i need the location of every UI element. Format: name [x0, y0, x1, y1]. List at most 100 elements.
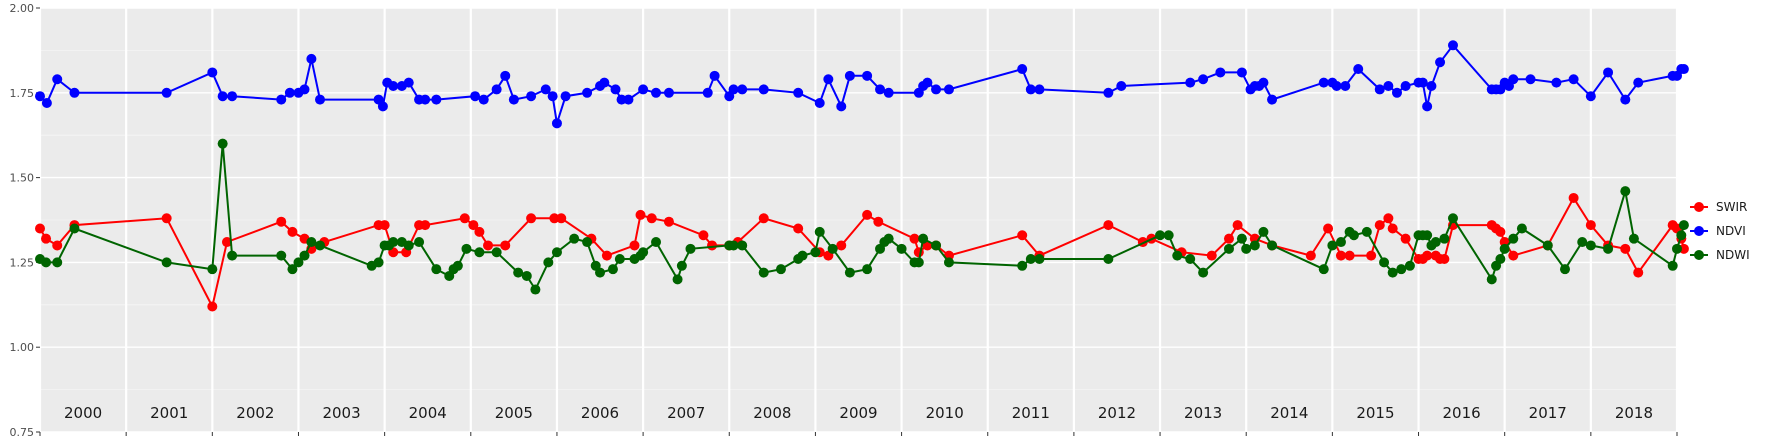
swir-point: [663, 216, 674, 227]
ndwi-point: [638, 247, 649, 258]
swir-point: [549, 213, 560, 224]
ndvi-point: [388, 81, 399, 92]
swir-point: [635, 209, 646, 220]
ndwi-point: [1258, 226, 1269, 237]
swir-point: [287, 226, 298, 237]
ndwi-point: [896, 243, 907, 254]
ndwi-point: [595, 267, 606, 278]
swir-point: [459, 213, 470, 224]
ndvi-point: [1215, 67, 1226, 78]
ndwi-point: [1508, 233, 1519, 244]
year-label: 2006: [581, 404, 619, 422]
year-label: 2003: [322, 404, 360, 422]
year-label: 2014: [1270, 404, 1308, 422]
year-label: 2008: [753, 404, 791, 422]
swir-point: [707, 240, 718, 251]
y-tick-label: 1.50: [10, 172, 35, 185]
ndwi-point: [913, 257, 924, 268]
ndwi-point: [607, 264, 618, 275]
ndvi-point: [1103, 87, 1114, 98]
ndwi-point: [1163, 230, 1174, 241]
ndvi-point: [1568, 74, 1579, 85]
ndwi-point: [1495, 254, 1506, 265]
ndvi-point: [862, 70, 873, 81]
ndwi-point: [41, 257, 52, 268]
ndvi-point: [638, 84, 649, 95]
swir-point: [1232, 220, 1243, 231]
ndwi-point: [1335, 237, 1346, 248]
ndwi-point: [1387, 267, 1398, 278]
ndvi-point: [1426, 81, 1437, 92]
swir-point: [1568, 192, 1579, 203]
ndwi-point: [676, 260, 687, 271]
ndwi-point: [1103, 254, 1114, 265]
ndwi-point: [452, 260, 463, 271]
ndvi-point: [69, 87, 80, 98]
ndwi-point: [299, 250, 310, 261]
y-tick-label: 1.25: [10, 256, 35, 269]
ndwi-point: [614, 254, 625, 265]
ndwi-point: [1447, 213, 1458, 224]
swir-point: [1400, 233, 1411, 244]
ndwi-point: [373, 257, 384, 268]
ndwi-point: [1486, 274, 1497, 285]
ndvi-point: [508, 94, 519, 105]
ndwi-point: [1017, 260, 1028, 271]
ndvi-point: [551, 118, 562, 129]
swir-point: [1374, 220, 1385, 231]
ndwi-point: [1577, 237, 1588, 248]
ndvi-point: [836, 101, 847, 112]
swir-point: [1678, 243, 1689, 254]
ndvi-point: [1447, 40, 1458, 51]
legend: SWIR NDVI NDWI: [1690, 200, 1750, 262]
ndvi-point: [470, 91, 481, 102]
ndvi-point: [623, 94, 634, 105]
ndwi-point: [207, 264, 218, 275]
y-tick-label: 0.75: [10, 426, 35, 439]
ndwi-point: [293, 257, 304, 268]
swir-point: [1383, 213, 1394, 224]
ndvi-point: [299, 84, 310, 95]
y-tick-label: 1.75: [10, 87, 35, 100]
ndvi-point: [758, 84, 769, 95]
plot-panel: [38, 7, 1679, 433]
ndvi-point: [207, 67, 218, 78]
ndvi-point: [1374, 84, 1385, 95]
ndwi-point: [461, 243, 472, 254]
ndwi-point: [685, 243, 696, 254]
ndwi-point: [276, 250, 287, 261]
ndwi-point: [52, 257, 63, 268]
swir-point: [1323, 223, 1334, 234]
ndvi-point: [1435, 57, 1446, 68]
ndwi-point: [1198, 267, 1209, 278]
ndvi-point: [306, 53, 317, 64]
ndwi-point: [1672, 243, 1682, 254]
swir-point: [836, 240, 847, 251]
swir-point: [1620, 243, 1631, 254]
legend-key-point-ndvi: [1694, 226, 1704, 236]
ndvi-point: [1391, 87, 1402, 98]
ndvi-point: [1185, 77, 1196, 88]
ndwi-point: [1516, 223, 1527, 234]
legend-label-ndwi: NDWI: [1716, 248, 1750, 262]
ndwi-point: [69, 223, 80, 234]
year-label: 2000: [64, 404, 102, 422]
ndwi-point: [315, 240, 326, 251]
swir-point: [873, 216, 884, 227]
ndvi-point: [1603, 67, 1614, 78]
ndvi-point: [1198, 74, 1209, 85]
ndvi-point: [420, 94, 431, 105]
swir-point: [913, 247, 924, 258]
swir-point: [1633, 267, 1644, 278]
ndwi-point: [1185, 254, 1196, 265]
ndvi-point: [709, 70, 720, 81]
ndvi-point: [610, 84, 621, 95]
ndwi-point: [844, 267, 855, 278]
ndwi-point: [217, 138, 228, 149]
swir-point: [500, 240, 511, 251]
year-label: 2007: [667, 404, 705, 422]
ndwi-point: [530, 284, 541, 295]
ndvi-point: [943, 84, 954, 95]
ndwi-point: [827, 243, 838, 254]
ndwi-point: [388, 237, 399, 248]
